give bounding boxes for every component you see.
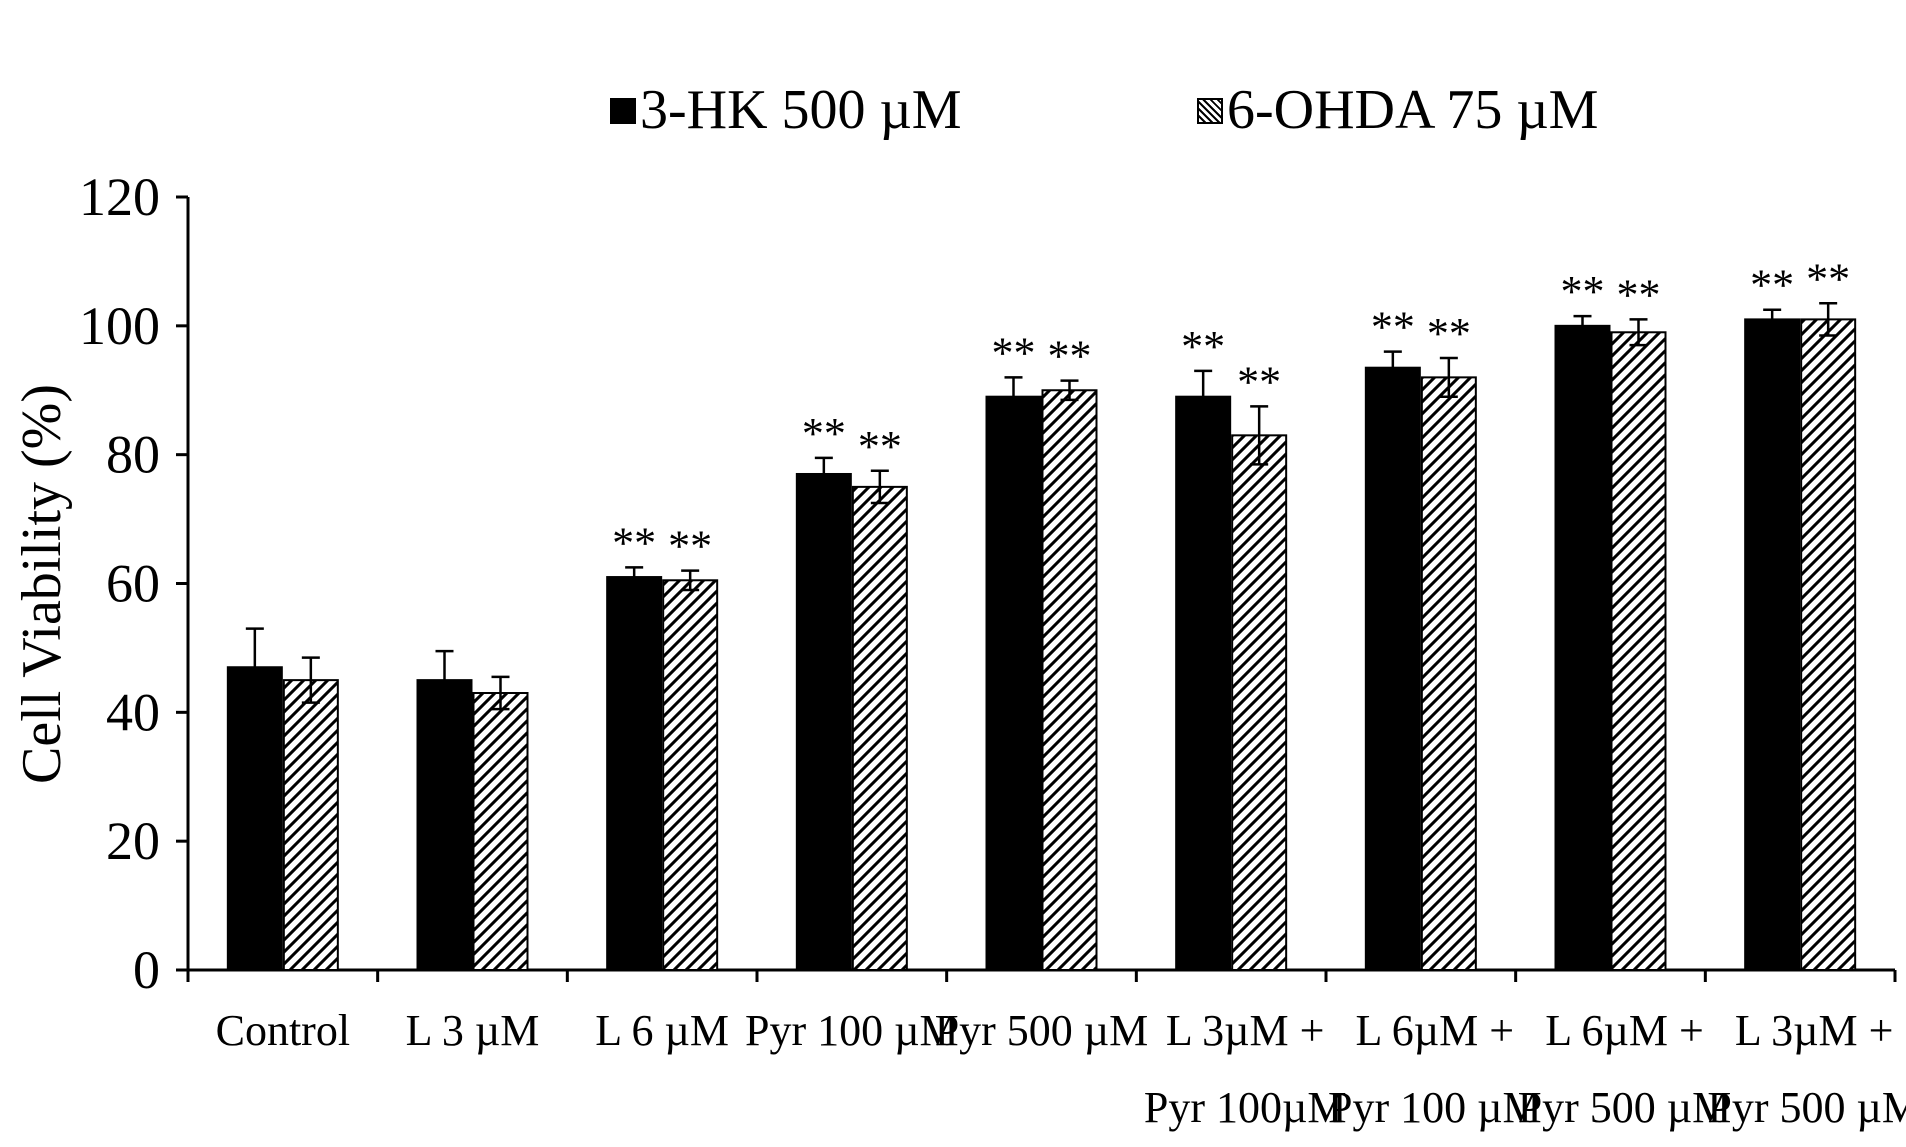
legend-swatch-solid (610, 98, 636, 125)
bar-series-2 (1800, 318, 1857, 971)
significance-marker: ** (1181, 322, 1225, 371)
significance-marker: ** (1617, 270, 1661, 319)
x-tick-label: L 6 µM (595, 1006, 729, 1055)
bar-series-2 (1420, 376, 1477, 972)
y-tick-label: 80 (106, 425, 160, 485)
y-tick-label: 60 (106, 554, 160, 614)
legend-label-series-1: 3-HK 500 µM (640, 79, 962, 141)
y-tick-label: 100 (79, 296, 160, 356)
x-tick-label: L 3µM + Pyr 500 µM (1707, 1006, 1906, 1132)
x-tick-label: L 6µM + Pyr 100 µM (1328, 1006, 1542, 1132)
significance-marker: ** (1048, 332, 1092, 381)
bar-series-2 (472, 692, 529, 972)
bar-series-1 (226, 666, 283, 971)
bar-series-1 (985, 395, 1042, 972)
bar-series-1 (1364, 366, 1421, 971)
x-tick-label: L 3µM + Pyr 100µM (1144, 1006, 1347, 1132)
significance-marker: ** (612, 518, 656, 567)
bar-series-2 (851, 485, 908, 971)
x-tick-label: L 3 µM (406, 1006, 540, 1055)
y-tick-label: 40 (106, 682, 160, 742)
legend-swatch-hatched (1197, 98, 1223, 125)
significance-marker: ** (668, 522, 712, 571)
significance-marker: ** (992, 328, 1036, 377)
bar-series-2 (1231, 434, 1288, 971)
x-tick-label: Pyr 100 µM (745, 1006, 959, 1055)
x-tick-label: Control (216, 1006, 350, 1055)
bar-series-2 (282, 679, 339, 971)
bar-series-1 (1175, 395, 1232, 972)
significance-marker: ** (1427, 309, 1471, 358)
bar-series-2 (1041, 389, 1098, 971)
bar-series-1 (416, 679, 473, 971)
bar-series-1 (795, 472, 852, 971)
x-tick-label: L 6µM + Pyr 500 µM (1518, 1006, 1732, 1132)
x-tick-label: Pyr 500 µM (935, 1006, 1149, 1055)
legend-item-series-1: 3-HK 500 µM (610, 80, 962, 140)
bar-series-1 (1744, 318, 1801, 971)
bar-series-1 (1554, 324, 1611, 972)
y-axis-label: Cell Viability (%) (11, 383, 73, 784)
bar-series-1 (606, 576, 663, 972)
significance-marker: ** (858, 422, 902, 471)
significance-marker: ** (1371, 303, 1415, 352)
legend-item-series-2: 6-OHDA 75 µM (1197, 80, 1598, 140)
y-tick-label: 120 (79, 167, 160, 227)
significance-marker: ** (1750, 261, 1794, 310)
bar-series-2 (662, 579, 719, 971)
y-tick-label: 20 (106, 811, 160, 871)
bar-series-2 (1610, 331, 1667, 971)
significance-marker: ** (1806, 254, 1850, 303)
y-tick-label: 0 (133, 940, 160, 1000)
legend-label-series-2: 6-OHDA 75 µM (1227, 79, 1599, 141)
significance-marker: ** (1237, 357, 1281, 406)
significance-marker: ** (1561, 267, 1605, 316)
significance-marker: ** (802, 409, 846, 458)
